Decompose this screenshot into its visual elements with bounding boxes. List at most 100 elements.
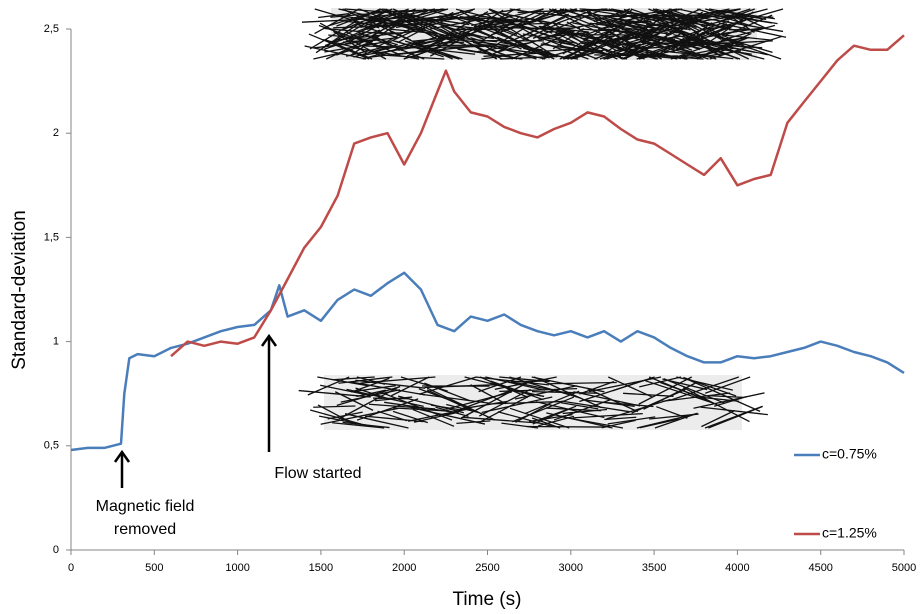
fibre <box>579 379 647 403</box>
fibre <box>645 23 685 30</box>
fibre <box>532 408 570 425</box>
fibre <box>365 415 424 423</box>
fibre <box>562 26 607 55</box>
fibre <box>532 10 601 39</box>
fibre <box>657 35 719 51</box>
x-tick-label: 1500 <box>309 562 333 574</box>
annotation: Magnetic field <box>96 498 195 515</box>
fibre <box>470 36 537 60</box>
fibre <box>314 8 360 35</box>
fibre <box>470 384 507 405</box>
fibre <box>552 28 585 50</box>
x-tick-label: 3000 <box>559 562 583 574</box>
x-tick-label: 5000 <box>892 562 916 574</box>
fibre <box>587 12 621 34</box>
fibre <box>301 17 382 23</box>
fibre <box>647 14 711 17</box>
fibre <box>717 9 775 20</box>
fibre <box>704 17 784 33</box>
fibre <box>546 412 613 429</box>
fibre <box>437 36 509 47</box>
fibre <box>332 376 375 381</box>
fibre <box>443 389 513 417</box>
fibre <box>372 22 445 27</box>
fibre <box>489 8 553 34</box>
fibre <box>395 23 466 46</box>
fibre <box>642 8 701 35</box>
fibre <box>475 376 549 386</box>
fibre <box>572 22 611 31</box>
fibre <box>460 382 527 419</box>
fibre <box>701 409 736 428</box>
legend-label: c=0.75% <box>822 446 877 462</box>
fibre <box>395 16 453 29</box>
y-tick-label: 0 <box>53 544 59 556</box>
fibre <box>538 30 570 40</box>
fibre <box>572 412 643 419</box>
fibre <box>298 389 371 398</box>
fibre <box>384 401 452 413</box>
fibre <box>392 40 460 60</box>
fibre <box>499 388 578 393</box>
fibre <box>430 404 463 411</box>
fibre <box>332 30 368 54</box>
fibre <box>717 40 773 45</box>
fibre <box>623 8 697 37</box>
fibre <box>677 37 745 50</box>
fibre <box>519 44 570 60</box>
fibre <box>623 19 688 41</box>
fibre <box>423 47 476 55</box>
arrow-head <box>260 333 278 347</box>
fibre <box>660 381 699 397</box>
fibre <box>429 18 485 30</box>
fibre <box>579 380 615 395</box>
fibre <box>426 389 473 412</box>
fibre <box>512 396 575 423</box>
fibre <box>340 389 401 403</box>
fibre <box>711 8 784 31</box>
fibre <box>318 13 350 19</box>
fibre <box>313 42 353 49</box>
fibre <box>317 376 368 387</box>
fibre <box>324 27 386 35</box>
fibre <box>697 8 752 27</box>
line-series <box>170 34 905 358</box>
y-tick-label: 2 <box>53 127 59 139</box>
fibre <box>497 29 574 53</box>
x-axis-title: Time (s) <box>453 589 522 610</box>
fibre <box>655 40 702 46</box>
fibre <box>556 8 608 13</box>
fibre <box>687 379 761 412</box>
fibre <box>700 406 768 416</box>
fibre <box>670 12 722 40</box>
fibre <box>539 12 582 19</box>
fibre <box>538 415 575 427</box>
fibre <box>645 11 704 51</box>
fibre <box>391 376 430 397</box>
fibre <box>676 376 734 391</box>
fibre <box>693 392 765 409</box>
annotation: Flow started <box>274 465 361 482</box>
fibre <box>573 391 641 407</box>
fibre <box>552 35 591 53</box>
fibre <box>379 8 440 38</box>
fibre <box>510 380 549 383</box>
fibre <box>412 408 455 427</box>
fibre <box>601 26 663 43</box>
annotation: removed <box>114 521 176 538</box>
fibre <box>357 31 425 60</box>
fibre <box>355 23 398 39</box>
fibre <box>317 404 354 424</box>
fibre <box>506 48 579 60</box>
fibre <box>459 10 522 46</box>
x-tick-label: 3500 <box>642 562 666 574</box>
fibre <box>528 414 573 423</box>
fibre <box>320 407 399 425</box>
fibre <box>704 405 763 429</box>
fibre <box>478 393 534 424</box>
fibre <box>465 26 517 47</box>
fibre <box>440 25 482 38</box>
fibre <box>455 8 533 30</box>
fibre <box>392 8 458 38</box>
